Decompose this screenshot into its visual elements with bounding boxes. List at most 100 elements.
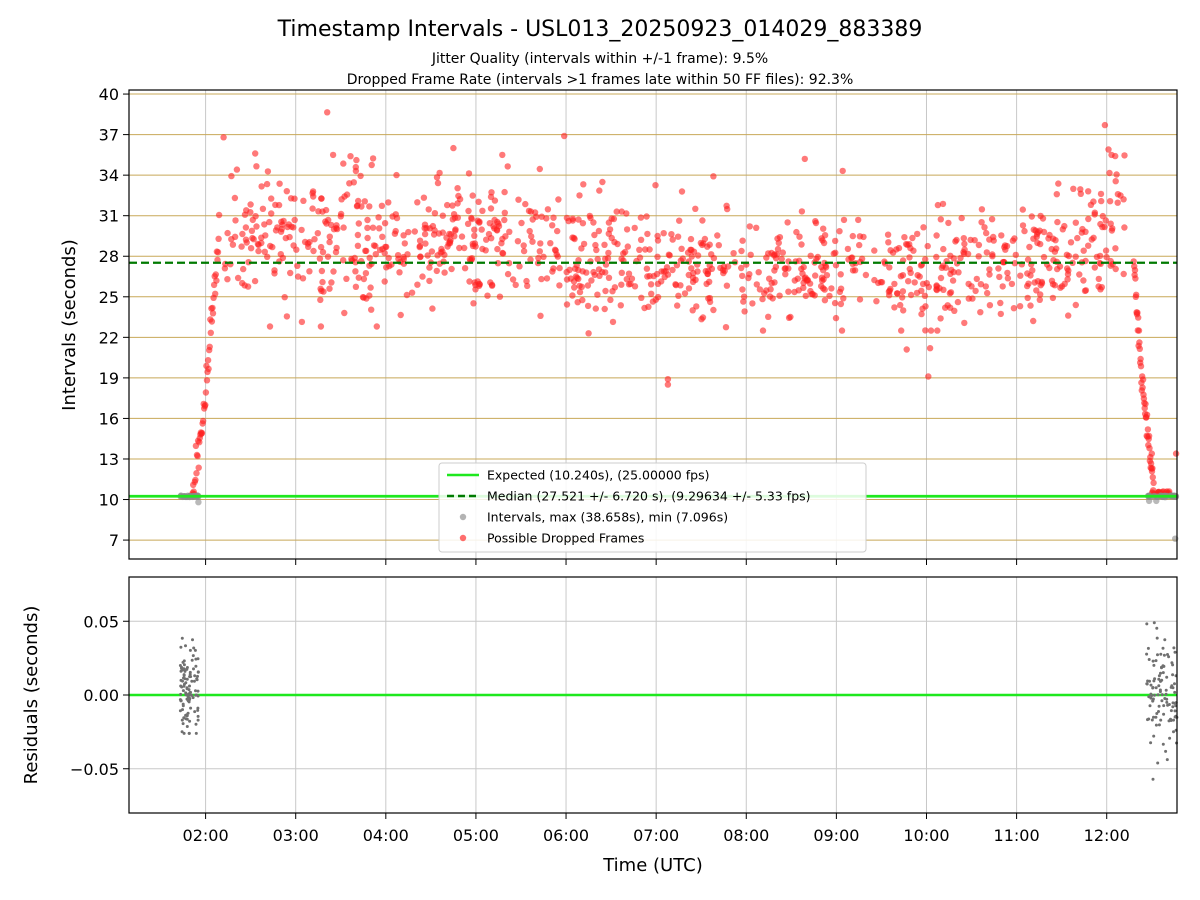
- residuals-x-ticks: 02:00 03:00 04:00 05:00 06:00 07:00 08:00 09:00…: [183, 813, 1130, 845]
- residual-point: [189, 706, 193, 710]
- dropped-frame-point: [977, 281, 985, 288]
- dropped-frame-point: [322, 206, 330, 214]
- dropped-frame-point: [468, 255, 476, 262]
- dropped-frame-point: [784, 219, 791, 226]
- dropped-frame-point: [538, 275, 545, 283]
- dropped-frame-point: [340, 257, 347, 264]
- dropped-frame-point: [353, 156, 360, 164]
- dropped-frame-point: [306, 268, 313, 275]
- dropped-frame-point: [1091, 209, 1099, 216]
- residual-point: [184, 693, 188, 697]
- residual-point: [1156, 653, 1159, 657]
- dropped-frame-point: [1064, 276, 1071, 283]
- dropped-frame-point: [426, 277, 433, 285]
- intervals-gridlines: [129, 90, 1177, 559]
- dropped-frame-point: [333, 244, 340, 252]
- dropped-frame-point: [937, 315, 944, 322]
- dropped-frame-point: [366, 203, 373, 210]
- dropped-frame-point: [1105, 146, 1112, 153]
- dropped-frame-point: [710, 254, 718, 262]
- dropped-frame-point: [785, 288, 792, 295]
- dropped-frame-point: [998, 232, 1005, 239]
- dropped-frame-point: [925, 373, 932, 380]
- dropped-frame-point: [766, 293, 774, 300]
- dropped-frame-point: [555, 196, 562, 203]
- residual-point: [1171, 705, 1175, 709]
- dropped-frame-point: [775, 239, 782, 247]
- dropped-frame-point: [1090, 234, 1097, 241]
- dropped-frame-point: [1049, 294, 1057, 302]
- dropped-frame-point: [515, 196, 522, 203]
- dropped-frame-point: [504, 270, 512, 278]
- residual-point: [180, 668, 184, 672]
- dropped-frame-point: [1133, 291, 1140, 298]
- dropped-frame-point: [812, 272, 819, 279]
- dropped-frame-point: [961, 319, 968, 327]
- dropped-frame-point: [837, 271, 844, 278]
- dropped-frame-point: [801, 155, 808, 163]
- x-tick-label: 10:00: [903, 826, 949, 845]
- legend-label-median: Median (27.521 +/- 6.720 s), (9.29634 +/…: [487, 489, 811, 504]
- dropped-frame-point: [195, 464, 202, 471]
- residual-point: [1157, 677, 1161, 681]
- residual-point: [187, 688, 191, 692]
- dropped-frame-point: [282, 234, 289, 242]
- dropped-frame-point: [1072, 301, 1080, 309]
- dropped-frame-point: [647, 281, 655, 288]
- dropped-frame-point: [617, 302, 624, 309]
- residual-point: [182, 716, 186, 720]
- dropped-frame-point: [266, 218, 273, 226]
- dropped-frame-point: [309, 205, 316, 212]
- dropped-frame-point: [244, 283, 252, 290]
- dropped-frame-point: [439, 212, 446, 219]
- dropped-frame-point: [637, 214, 645, 221]
- dropped-frame-point: [258, 234, 265, 241]
- residual-point: [1162, 712, 1166, 716]
- dropped-frame-point: [596, 187, 603, 194]
- dropped-frame-point: [469, 192, 476, 199]
- dropped-frame-point: [401, 240, 408, 247]
- dropped-frame-point: [287, 269, 294, 277]
- residual-point: [1155, 626, 1159, 630]
- dropped-frame-point: [1065, 267, 1072, 274]
- dropped-frame-point: [631, 224, 638, 232]
- dropped-frame-point: [605, 274, 613, 281]
- intervals-ytick-label: 34: [99, 166, 119, 185]
- dropped-frame-point: [264, 253, 271, 260]
- dropped-frame-point: [590, 268, 597, 276]
- dropped-frame-point: [609, 318, 617, 326]
- dropped-frame-point: [1061, 222, 1068, 230]
- dropped-frame-point: [355, 220, 362, 227]
- dropped-frame-point: [414, 199, 421, 206]
- dropped-frame-point: [514, 238, 522, 245]
- dropped-frame-point: [373, 323, 380, 330]
- dropped-frame-point: [400, 253, 407, 261]
- residual-point: [196, 674, 199, 678]
- residual-point: [1152, 734, 1156, 738]
- residual-point: [1152, 663, 1156, 667]
- residual-point: [193, 674, 197, 678]
- residual-point: [191, 696, 195, 700]
- residual-point: [193, 710, 197, 714]
- dropped-frame-point: [715, 242, 722, 249]
- residual-point: [1164, 692, 1168, 696]
- dropped-frame-point: [419, 273, 426, 280]
- residual-point: [1150, 718, 1154, 722]
- dropped-frame-point: [965, 280, 972, 288]
- dropped-frame-point: [654, 253, 661, 260]
- dropped-frame-point: [1085, 242, 1092, 249]
- residual-point: [183, 677, 187, 681]
- dropped-frame-point: [543, 215, 550, 222]
- dropped-frame-point: [466, 278, 473, 285]
- dropped-frame-point: [198, 429, 206, 437]
- dropped-frame-point: [1065, 252, 1073, 260]
- legend-item-dropped: Possible Dropped Frames: [459, 531, 644, 546]
- residual-point: [185, 725, 189, 728]
- residual-point: [1157, 684, 1161, 688]
- dropped-frame-point: [986, 266, 993, 273]
- dropped-frame-point: [317, 243, 325, 251]
- dropped-frame-point: [465, 207, 472, 215]
- dropped-frame-point: [642, 246, 649, 253]
- dropped-frame-point: [934, 327, 941, 334]
- dropped-frame-point: [249, 216, 256, 224]
